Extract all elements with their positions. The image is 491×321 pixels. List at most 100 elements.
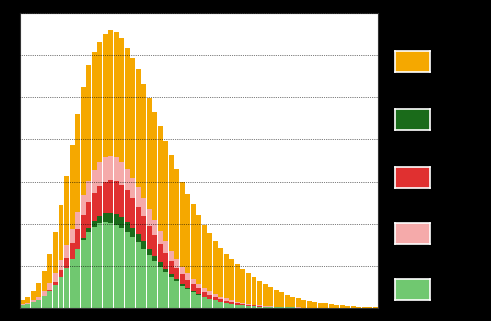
Bar: [180, 284, 185, 308]
Bar: [20, 306, 25, 308]
Bar: [351, 306, 356, 308]
Bar: [158, 126, 163, 308]
Bar: [64, 176, 69, 308]
Bar: [196, 215, 201, 308]
Bar: [42, 296, 47, 308]
Bar: [147, 98, 152, 308]
Bar: [125, 190, 130, 308]
Bar: [251, 307, 256, 308]
Bar: [158, 244, 163, 308]
Bar: [224, 303, 229, 308]
Bar: [246, 273, 251, 308]
Bar: [58, 271, 63, 308]
Bar: [130, 228, 135, 308]
Bar: [224, 299, 229, 308]
Bar: [125, 232, 130, 308]
Bar: [36, 283, 41, 308]
Bar: [108, 213, 113, 308]
Bar: [224, 301, 229, 308]
Bar: [113, 214, 119, 308]
Bar: [164, 253, 168, 308]
Bar: [147, 249, 152, 308]
Bar: [268, 307, 273, 308]
Bar: [164, 141, 168, 308]
Bar: [103, 182, 108, 308]
Bar: [130, 237, 135, 308]
Bar: [108, 156, 113, 308]
Bar: [103, 157, 108, 308]
Bar: [75, 212, 80, 308]
Bar: [31, 300, 36, 308]
Bar: [158, 266, 163, 308]
Bar: [180, 182, 185, 308]
Bar: [246, 306, 251, 308]
Bar: [307, 301, 312, 308]
Bar: [58, 205, 63, 308]
Bar: [218, 299, 223, 308]
Bar: [26, 305, 30, 308]
Bar: [218, 297, 223, 308]
Bar: [92, 52, 97, 308]
Bar: [191, 292, 196, 308]
Bar: [42, 300, 47, 308]
Bar: [207, 299, 213, 308]
Bar: [125, 169, 130, 308]
Bar: [130, 57, 135, 308]
Bar: [257, 307, 262, 308]
Bar: [169, 277, 174, 308]
Bar: [31, 291, 36, 308]
Bar: [136, 242, 141, 308]
Bar: [241, 306, 246, 308]
Bar: [218, 302, 223, 308]
Bar: [229, 304, 234, 308]
Bar: [246, 306, 251, 308]
Bar: [318, 303, 323, 308]
Bar: [241, 304, 246, 308]
Bar: [340, 306, 345, 308]
Bar: [86, 228, 91, 308]
Bar: [229, 304, 234, 308]
Bar: [207, 291, 213, 308]
Bar: [31, 302, 36, 308]
Bar: [36, 303, 41, 308]
Bar: [92, 221, 97, 308]
Bar: [103, 213, 108, 308]
Bar: [164, 241, 168, 308]
Bar: [180, 266, 185, 308]
Bar: [196, 284, 201, 308]
Bar: [152, 256, 157, 308]
Bar: [136, 207, 141, 308]
Bar: [26, 306, 30, 308]
Bar: [70, 260, 75, 308]
Bar: [185, 273, 191, 308]
Bar: [185, 280, 191, 308]
Bar: [152, 112, 157, 308]
Bar: [241, 269, 246, 308]
Bar: [152, 220, 157, 308]
Bar: [20, 304, 25, 308]
Bar: [75, 249, 80, 308]
Bar: [42, 271, 47, 308]
Bar: [119, 217, 124, 308]
Bar: [64, 245, 69, 308]
Bar: [268, 307, 273, 308]
Bar: [185, 289, 191, 308]
Bar: [334, 305, 339, 308]
Bar: [42, 296, 47, 308]
Bar: [113, 181, 119, 308]
Bar: [42, 291, 47, 308]
Bar: [119, 228, 124, 308]
Bar: [108, 30, 113, 308]
Bar: [26, 303, 30, 308]
Bar: [86, 203, 91, 308]
Bar: [147, 209, 152, 308]
Bar: [235, 302, 240, 308]
Bar: [263, 284, 268, 308]
Bar: [158, 231, 163, 308]
Bar: [141, 249, 146, 308]
Bar: [263, 306, 268, 308]
Bar: [119, 162, 124, 308]
Bar: [48, 296, 53, 308]
Bar: [257, 306, 262, 308]
Bar: [213, 241, 218, 308]
